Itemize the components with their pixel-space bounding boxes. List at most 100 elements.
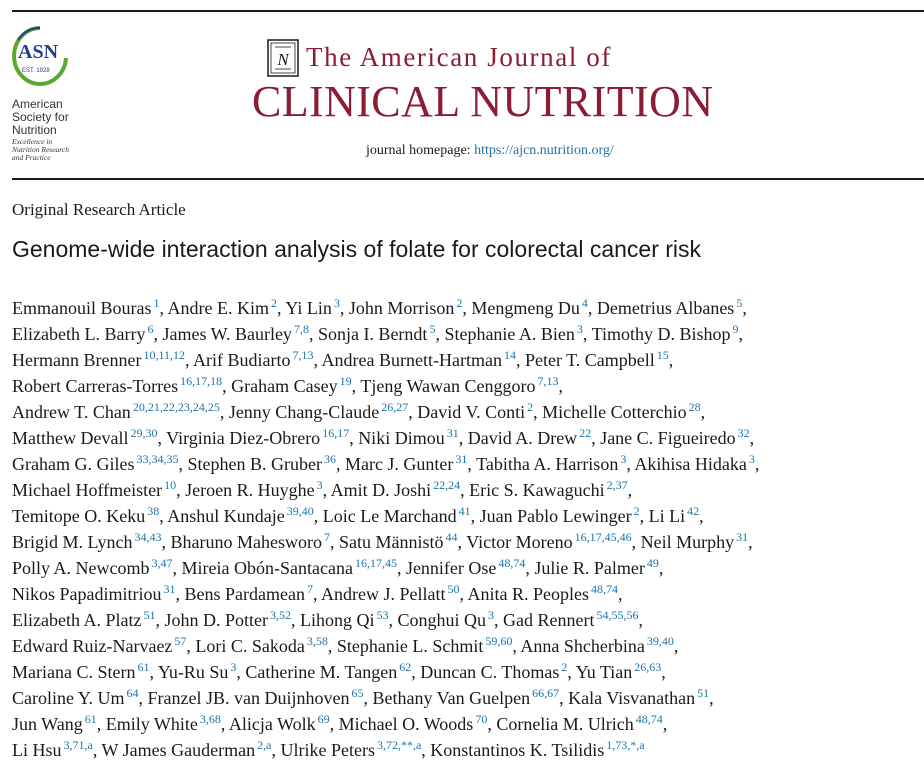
author-affiliation-link[interactable]: 2: [527, 400, 534, 414]
author: Konstantinos K. Tsilidis 1,73,*,a: [430, 738, 645, 760]
author-affiliation-link[interactable]: 50: [447, 582, 460, 596]
author-affiliation-link[interactable]: 61: [137, 660, 150, 674]
author-affiliation-link[interactable]: 3,52: [269, 608, 291, 622]
author-name: Jane C. Figueiredo: [600, 428, 736, 448]
author-affiliation-link[interactable]: 5: [429, 322, 436, 336]
author-affiliation-link[interactable]: 7,13: [537, 374, 559, 388]
author-affiliation-link[interactable]: 26,27: [381, 400, 409, 414]
author-affiliation-link[interactable]: 3,71,a: [63, 738, 93, 752]
author-separator: ,: [459, 584, 468, 604]
author: Michael O. Woods 70: [339, 712, 488, 734]
author-affiliation-link[interactable]: 57: [174, 634, 187, 648]
author-separator: ,: [96, 714, 106, 734]
author-affiliation-link[interactable]: 62: [399, 660, 412, 674]
author-affiliation-link[interactable]: 3: [576, 322, 583, 336]
author-name: Franzel JB. van Duijnhoven: [147, 688, 350, 708]
author-affiliation-link[interactable]: 3: [230, 660, 237, 674]
author-affiliation-link[interactable]: 44: [445, 530, 458, 544]
author-affiliation-link[interactable]: 31: [736, 530, 749, 544]
author-affiliation-link[interactable]: 4: [581, 296, 588, 310]
author-line: Hermann Brenner 10,11,12, Arif Budiarto 7,…: [12, 342, 924, 370]
author-affiliation-link[interactable]: 3,72,**,a: [376, 738, 422, 752]
author-affiliation-link[interactable]: 15: [656, 348, 669, 362]
author-affiliation-link[interactable]: 70: [475, 712, 488, 726]
author-affiliation-link[interactable]: 3,47: [151, 556, 173, 570]
author-affiliation-link[interactable]: 1: [153, 296, 160, 310]
author-affiliation-link[interactable]: 7: [306, 582, 313, 596]
author-name: Graham G. Giles: [12, 454, 135, 474]
author-affiliation-link[interactable]: 2,a: [257, 738, 272, 752]
author-affiliation-link[interactable]: 10: [164, 478, 177, 492]
author-affiliation-link[interactable]: 49: [646, 556, 659, 570]
author-affiliation-link[interactable]: 16,17,45,46: [574, 530, 632, 544]
author-affiliation-link[interactable]: 3: [333, 296, 340, 310]
author-affiliation-link[interactable]: 29,30: [130, 426, 158, 440]
author-affiliation-link[interactable]: 22,24: [433, 478, 461, 492]
author-affiliation-link[interactable]: 9: [732, 322, 739, 336]
author-affiliation-link[interactable]: 10,11,12: [143, 348, 186, 362]
author-affiliation-link[interactable]: 16,17,18: [180, 374, 223, 388]
author-affiliation-link[interactable]: 31: [446, 426, 459, 440]
homepage-link[interactable]: https://ajcn.nutrition.org/: [474, 143, 614, 158]
author-separator: ,: [329, 532, 339, 552]
author-affiliation-link[interactable]: 7,13: [292, 348, 314, 362]
author-affiliation-link[interactable]: 41: [458, 504, 471, 518]
author: Jenny Chang-Claude 26,27: [229, 400, 409, 422]
author-affiliation-link[interactable]: 51: [697, 686, 710, 700]
author-affiliation-link[interactable]: 53: [376, 608, 389, 622]
author-affiliation-link[interactable]: 69: [317, 712, 330, 726]
author-affiliation-link[interactable]: 38: [147, 504, 160, 518]
author-affiliation-link[interactable]: 2,37: [606, 478, 628, 492]
author-affiliation-link[interactable]: 33,34,35: [136, 452, 179, 466]
author-affiliation-link[interactable]: 48,74: [635, 712, 663, 726]
author-affiliation-link[interactable]: 3: [620, 452, 627, 466]
author-affiliation-link[interactable]: 3: [316, 478, 323, 492]
author-affiliation-link[interactable]: 6: [147, 322, 154, 336]
author-affiliation-link[interactable]: 39,40: [286, 504, 314, 518]
author-affiliation-link[interactable]: 26,63: [634, 660, 662, 674]
author-affiliation-link[interactable]: 32: [737, 426, 750, 440]
author-separator: ,: [149, 662, 158, 682]
author-affiliation-link[interactable]: 61: [84, 712, 97, 726]
author-affiliation-link[interactable]: 28: [688, 400, 701, 414]
author-separator: ,: [175, 584, 185, 604]
author-name: Polly A. Newcomb: [12, 558, 150, 578]
author-affiliation-link[interactable]: 1,73,*,a: [606, 738, 645, 752]
author-affiliation-link[interactable]: 16,17,45: [354, 556, 397, 570]
author-affiliation-link[interactable]: 48,74: [590, 582, 618, 596]
author-name: David V. Conti: [417, 402, 526, 422]
author-affiliation-link[interactable]: 39,40: [646, 634, 674, 648]
author-affiliation-link[interactable]: 19: [339, 374, 352, 388]
author-affiliation-link[interactable]: 5: [736, 296, 743, 310]
author-affiliation-link[interactable]: 64: [126, 686, 139, 700]
author-affiliation-link[interactable]: 48,74: [498, 556, 526, 570]
author-affiliation-link[interactable]: 2: [633, 504, 640, 518]
author-affiliation-link[interactable]: 16,17: [322, 426, 350, 440]
author-affiliation-link[interactable]: 51: [143, 608, 156, 622]
author-affiliation-link[interactable]: 31: [163, 582, 176, 596]
author-affiliation-link[interactable]: 31: [455, 452, 468, 466]
author-affiliation-link[interactable]: 22: [579, 426, 592, 440]
author-affiliation-link[interactable]: 36: [323, 452, 336, 466]
author-affiliation-link[interactable]: 42: [687, 504, 700, 518]
author-affiliation-link[interactable]: 7,8: [293, 322, 309, 336]
author-affiliation-link[interactable]: 7: [323, 530, 330, 544]
author-separator: ,: [748, 532, 753, 552]
author-affiliation-link[interactable]: 65: [351, 686, 364, 700]
author-affiliation-link[interactable]: 66,67: [532, 686, 560, 700]
author-affiliation-link[interactable]: 54,55,56: [596, 608, 639, 622]
author-affiliation-link[interactable]: 14: [503, 348, 516, 362]
author-affiliation-link[interactable]: 3,58: [306, 634, 328, 648]
author-affiliation-link[interactable]: 3: [748, 452, 755, 466]
author-affiliation-link[interactable]: 2: [456, 296, 463, 310]
author-separator: ,: [738, 324, 744, 344]
author-affiliation-link[interactable]: 3,68: [199, 712, 221, 726]
author-affiliation-link[interactable]: 2: [561, 660, 568, 674]
author-affiliation-link[interactable]: 34,43: [134, 530, 162, 544]
author-affiliation-link[interactable]: 3: [487, 608, 494, 622]
author-affiliation-link[interactable]: 20,21,22,23,24,25: [132, 400, 220, 414]
author-name: Bethany Van Guelpen: [372, 688, 531, 708]
author-name: Gad Rennert: [502, 610, 595, 630]
author-affiliation-link[interactable]: 59,60: [485, 634, 513, 648]
author-affiliation-link[interactable]: 2: [270, 296, 277, 310]
